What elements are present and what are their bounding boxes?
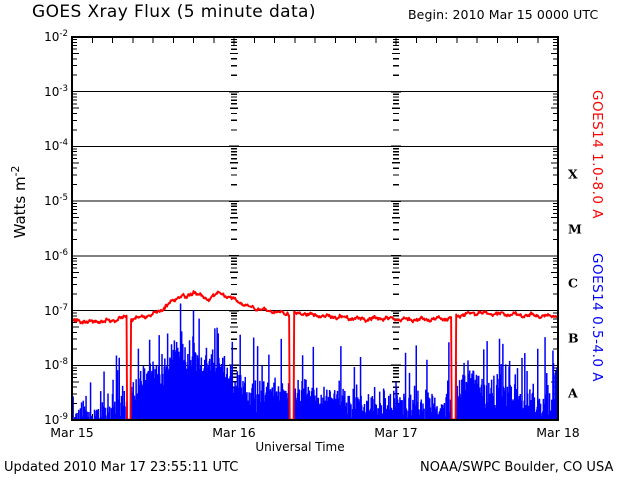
flare-class-label: A	[568, 385, 578, 401]
x-tick-label: Mar 16	[212, 425, 256, 440]
x-tick-label: Mar 17	[374, 425, 418, 440]
x-axis-label: Universal Time	[255, 440, 345, 454]
flare-class-label: X	[568, 166, 578, 182]
updated-timestamp: Updated 2010 Mar 17 23:55:11 UTC	[4, 460, 239, 475]
y-tick-label: 10-9	[44, 412, 68, 427]
y-tick-label: 10-4	[44, 138, 68, 154]
begin-time-label: Begin: 2010 Mar 15 0000 UTC	[408, 7, 599, 22]
y-tick-label: 10-6	[44, 247, 68, 263]
flare-class-label: B	[568, 330, 579, 346]
y-tick-label: 10-7	[44, 302, 68, 318]
source-credit: NOAA/SWPC Boulder, CO USA	[420, 460, 614, 475]
x-tick-label: Mar 18	[536, 425, 580, 440]
legend-short-channel: GOES14 0.5-4.0 A	[589, 253, 605, 382]
legend-long-channel: GOES14 1.0-8.0 A	[589, 90, 605, 219]
y-tick-label: 10-2	[44, 29, 68, 44]
y-tick-label: 10-8	[44, 357, 68, 373]
y-tick-label: 10-5	[44, 193, 68, 209]
page-title: GOES Xray Flux (5 minute data)	[32, 2, 316, 22]
y-tick-label: 10-3	[44, 83, 68, 99]
flare-class-label: M	[568, 221, 582, 236]
y-axis-tick-labels: 10-2 10-3 10-4 10-5 10-6 10-7 10-8 10-9	[0, 0, 68, 480]
x-tick-label: Mar 15	[50, 425, 94, 440]
flare-class-label: C	[568, 275, 578, 291]
